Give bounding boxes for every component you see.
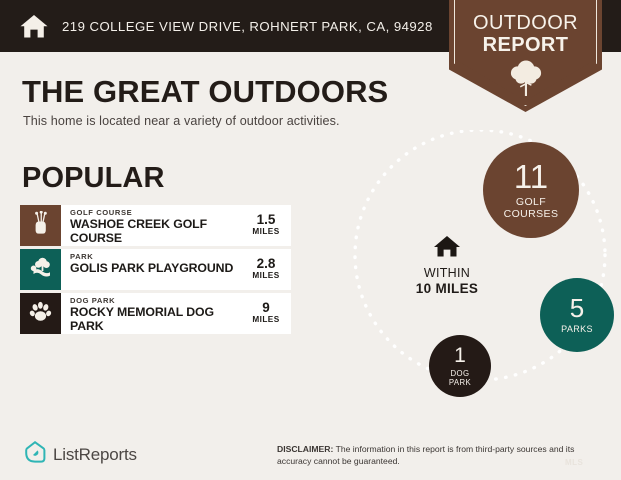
poi-category: GOLF COURSE bbox=[70, 208, 133, 217]
listreports-logo-text: ListReports bbox=[53, 444, 137, 464]
poi-name: ROCKY MEMORIAL DOG PARK bbox=[70, 305, 214, 334]
bubble-count: 5 bbox=[569, 293, 585, 324]
poi-distance-value: 2.8 bbox=[256, 256, 276, 271]
bubble-label-line1: DOG bbox=[450, 369, 470, 379]
poi-icon-tile bbox=[20, 293, 61, 334]
poi-icon-tile bbox=[20, 205, 61, 246]
home-icon bbox=[18, 11, 50, 41]
bubble-label-line2: COURSES bbox=[503, 207, 559, 220]
poi-distance-unit: MILES bbox=[252, 271, 280, 281]
bubble-count: 1 bbox=[454, 344, 466, 368]
poi-body: DOG PARK ROCKY MEMORIAL DOG PARK bbox=[61, 293, 241, 334]
disclaimer-text: The information in this report is from t… bbox=[277, 444, 575, 467]
poi-body: PARK GOLIS PARK PLAYGROUND bbox=[61, 249, 241, 290]
poi-distance-value: 9 bbox=[262, 300, 270, 315]
badge-line-2: REPORT bbox=[482, 33, 569, 56]
poi-name: GOLIS PARK PLAYGROUND bbox=[70, 261, 234, 276]
bubble-golf-courses[interactable]: 11 GOLF COURSES bbox=[483, 142, 579, 238]
radius-label-line2: 10 MILES bbox=[415, 281, 479, 296]
page-subtitle: This home is located near a variety of o… bbox=[23, 114, 340, 128]
poi-distance-unit: MILES bbox=[252, 315, 280, 325]
bubble-label: DOG PARK bbox=[448, 369, 472, 387]
poi-distance-value: 1.5 bbox=[256, 212, 276, 227]
popular-heading: POPULAR bbox=[22, 162, 165, 194]
radius-label-line1: WITHIN bbox=[423, 266, 471, 280]
bubble-dog-park[interactable]: 1 DOG PARK bbox=[429, 335, 491, 397]
listreports-logo[interactable]: ListReports bbox=[24, 440, 137, 469]
dotted-arc bbox=[353, 130, 607, 382]
list-item[interactable]: GOLF COURSE WASHOE CREEK GOLF COURSE 1.5… bbox=[20, 205, 291, 246]
outdoor-report-badge: OUTDOOR REPORT bbox=[449, 0, 602, 112]
disclaimer: DISCLAIMER: The information in this repo… bbox=[277, 443, 602, 467]
poi-category: PARK bbox=[70, 252, 94, 261]
poi-distance-unit: MILES bbox=[252, 227, 280, 237]
mls-watermark: MLS bbox=[565, 458, 584, 467]
badge-text: OUTDOOR REPORT bbox=[449, 12, 602, 56]
bubble-count: 11 bbox=[513, 158, 549, 196]
popular-list: GOLF COURSE WASHOE CREEK GOLF COURSE 1.5… bbox=[20, 205, 291, 337]
bubble-parks[interactable]: 5 PARKS bbox=[540, 278, 614, 352]
badge-line-1: OUTDOOR bbox=[472, 12, 579, 34]
park-tree-icon bbox=[29, 256, 53, 283]
poi-distance: 2.8 MILES bbox=[241, 249, 291, 290]
bubble-label: PARKS bbox=[561, 324, 593, 335]
poi-icon-tile bbox=[20, 249, 61, 290]
list-item[interactable]: DOG PARK ROCKY MEMORIAL DOG PARK 9 MILES bbox=[20, 293, 291, 334]
proximity-infographic: WITHIN 10 MILES 11 GOLF COURSES 5 PARKS … bbox=[340, 130, 621, 420]
bubble-label: GOLF COURSES bbox=[503, 196, 559, 220]
center-radius-block: WITHIN 10 MILES bbox=[392, 234, 502, 297]
poi-name: WASHOE CREEK GOLF COURSE bbox=[70, 217, 207, 246]
poi-distance: 9 MILES bbox=[241, 293, 291, 334]
page-title: THE GREAT OUTDOORS bbox=[22, 74, 389, 109]
golf-bag-icon bbox=[30, 210, 52, 240]
property-address: 219 COLLEGE VIEW DRIVE, ROHNERT PARK, CA… bbox=[62, 18, 433, 34]
home-icon bbox=[392, 234, 502, 263]
disclaimer-label: DISCLAIMER: bbox=[277, 444, 334, 454]
poi-distance: 1.5 MILES bbox=[241, 205, 291, 246]
paw-icon bbox=[29, 300, 52, 328]
poi-body: GOLF COURSE WASHOE CREEK GOLF COURSE bbox=[61, 205, 241, 246]
listreports-house-icon bbox=[24, 440, 46, 469]
bubble-label-line1: GOLF bbox=[515, 196, 547, 209]
list-item[interactable]: PARK GOLIS PARK PLAYGROUND 2.8 MILES bbox=[20, 249, 291, 290]
tree-icon bbox=[508, 58, 544, 103]
bubble-label-line2: PARK bbox=[448, 377, 472, 387]
poi-category: DOG PARK bbox=[70, 296, 116, 305]
